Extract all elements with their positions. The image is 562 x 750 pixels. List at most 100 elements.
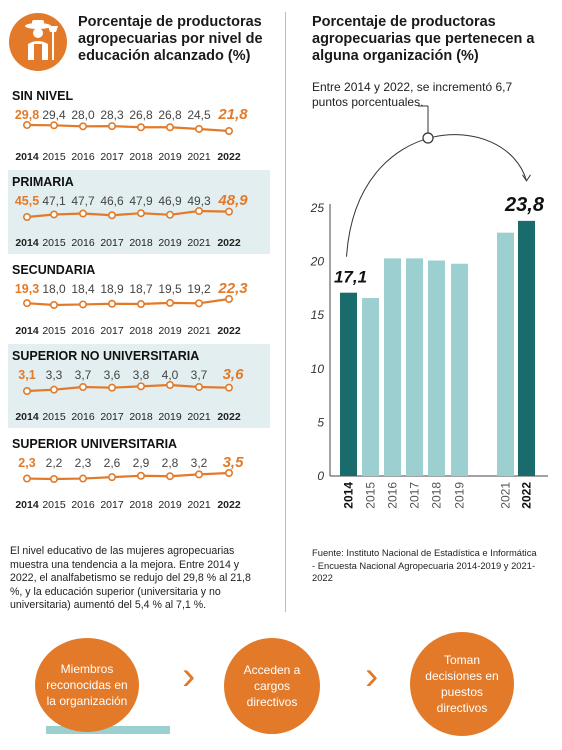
year-label: 2017 [100,237,124,249]
data-point [22,474,31,483]
source-note: Fuente: Instituto Nacional de Estadístic… [312,547,537,583]
data-label: 47,9 [129,194,153,208]
year-label: 2015 [42,411,66,423]
data-label: 24,5 [187,108,211,122]
y-tick-label: 10 [311,362,325,376]
bar [497,232,514,476]
step-base [46,726,170,734]
data-label: 3,8 [133,368,150,382]
data-point [137,471,146,480]
data-label: 21,8 [217,106,248,123]
year-label: 2022 [217,411,241,423]
x-tick-label: 2016 [386,482,400,509]
data-point [166,472,175,481]
year-label: 2015 [42,151,66,163]
year-label: 2016 [71,237,95,249]
year-label: 2022 [217,237,241,249]
year-label: 2022 [217,325,241,337]
education-line-charts: SIN NIVEL 29,8 29,4 28,0 28,3 26,8 26,8 24,5 21,… [8,89,270,511]
data-label: 18,9 [100,282,124,296]
data-point [195,299,204,308]
data-point [49,210,58,219]
x-tick-label: 2017 [408,482,422,509]
year-label: 2016 [71,325,95,337]
year-label: 2017 [100,151,124,163]
year-label: 2021 [187,151,211,163]
panel-title: SUPERIOR NO UNIVERSITARIA [12,349,199,363]
data-point [108,122,117,131]
data-point [195,124,204,133]
year-label: 2014 [15,237,39,249]
year-label: 2014 [15,499,39,511]
year-label: 2022 [217,151,241,163]
bar-value-label: 23,8 [504,194,545,216]
data-point [195,470,204,479]
bar [451,263,468,476]
data-point [225,207,234,216]
data-label: 47,1 [42,194,66,208]
organization-bar-chart: 0 5 10 15 20 25 2014 17,1 2015 2016 2017 2018 2019 20… [310,105,548,509]
data-label: 3,6 [223,366,245,383]
data-label: 29,4 [42,108,66,122]
data-point [79,382,88,391]
data-point [195,382,204,391]
year-label: 2017 [100,325,124,337]
bar [428,260,445,476]
bar [384,258,401,476]
data-label: 45,5 [15,194,39,208]
data-point [22,386,31,395]
year-label: 2016 [71,411,95,423]
data-point [225,383,234,392]
year-label: 2015 [42,237,66,249]
year-label: 2017 [100,499,124,511]
year-label: 2018 [129,151,153,163]
data-point [108,473,117,482]
annotation-marker [422,132,434,144]
data-label: 22,3 [217,280,248,297]
step-members: Miembros reconocidas en la organización [35,638,139,732]
divider [285,12,286,612]
data-point [108,299,117,308]
bar [340,292,357,476]
year-label: 2021 [187,237,211,249]
year-label: 2014 [15,325,39,337]
data-point [49,385,58,394]
year-label: 2014 [15,151,39,163]
x-tick-label: 2021 [499,482,513,509]
data-point [137,382,146,391]
data-point [137,123,146,132]
year-label: 2016 [71,499,95,511]
data-label: 2,8 [162,456,179,470]
left-title: Porcentaje de productoras agropecuarias … [78,14,263,64]
data-label: 3,7 [75,368,92,382]
year-label: 2021 [187,499,211,511]
year-label: 2019 [158,411,182,423]
data-label: 48,9 [217,192,248,209]
year-label: 2022 [217,499,241,511]
data-point [225,127,234,136]
step-members-label: Miembros reconocidas en la organización [46,662,128,708]
data-label: 2,6 [104,456,121,470]
data-label: 29,8 [15,108,39,122]
data-point [225,294,234,303]
data-point [166,123,175,132]
data-label: 3,1 [18,368,35,382]
y-tick-label: 20 [310,255,325,269]
data-point [49,121,58,130]
year-label: 2021 [187,325,211,337]
data-label: 49,3 [187,194,211,208]
series-line [26,471,230,481]
step-access-label: Acceden a cargos directivos [243,663,301,709]
data-point [108,211,117,220]
data-label: 3,2 [191,456,208,470]
data-label: 18,0 [42,282,66,296]
step-access: Acceden a cargos directivos [224,638,320,734]
year-label: 2015 [42,499,66,511]
year-label: 2019 [158,499,182,511]
series-line [26,123,230,133]
data-label: 2,2 [46,456,63,470]
data-point [79,122,88,131]
year-label: 2019 [158,325,182,337]
series-line [26,209,230,219]
data-label: 2,3 [18,456,35,470]
